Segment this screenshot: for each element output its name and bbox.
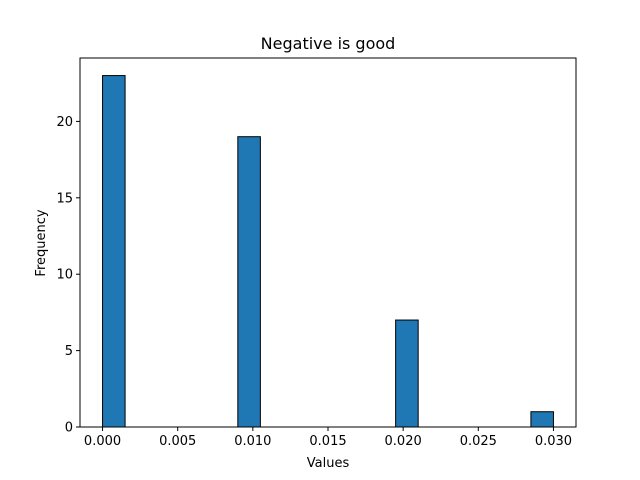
x-tick-label: 0.015: [309, 434, 346, 449]
histogram-bar: [102, 75, 126, 428]
y-tick-label: 0: [65, 421, 73, 436]
histogram-bar: [530, 411, 554, 428]
histogram-bar: [395, 319, 419, 428]
x-tick-label: 0.000: [84, 434, 121, 449]
y-axis-ticks: 0 5 10 15 20: [56, 115, 80, 436]
x-axis-label: Values: [307, 456, 350, 471]
x-axis-ticks: 0.000 0.005 0.010 0.015 0.020 0.025 0.030: [84, 427, 572, 449]
axes-background: [80, 58, 576, 427]
histogram-bar: [237, 136, 261, 428]
bars-group: [102, 75, 554, 428]
chart-title: Negative is good: [261, 34, 396, 53]
y-tick-label: 10: [56, 268, 73, 283]
y-tick-label: 15: [56, 191, 73, 206]
plot-area: 0.000 0.005 0.010 0.015 0.020 0.025 0.030 0 5 10…: [56, 57, 577, 449]
y-tick-label: 5: [65, 344, 73, 359]
x-tick-label: 0.010: [234, 434, 271, 449]
x-tick-label: 0.030: [535, 434, 572, 449]
y-axis-label: Frequency: [34, 209, 49, 276]
x-tick-label: 0.020: [385, 434, 422, 449]
axes-frame: [79, 57, 577, 428]
y-tick-label: 20: [56, 115, 73, 130]
x-tick-label: 0.005: [159, 434, 196, 449]
x-tick-label: 0.025: [460, 434, 497, 449]
